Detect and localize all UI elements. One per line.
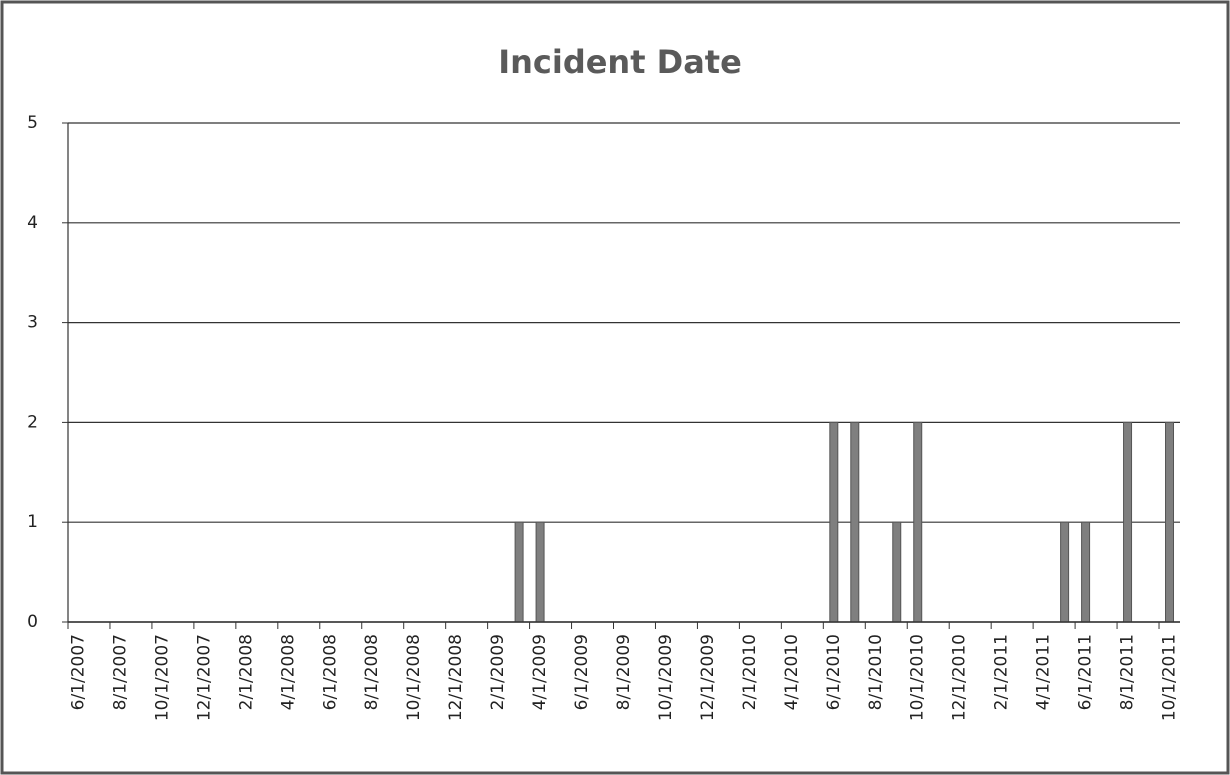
x-tick-label: 12/1/2008 xyxy=(446,634,466,721)
x-tick-label: 6/1/2009 xyxy=(572,634,592,710)
x-tick-label: 4/1/2008 xyxy=(278,634,298,710)
y-tick-label: 5 xyxy=(27,113,38,133)
x-tick-label: 4/1/2011 xyxy=(1034,634,1054,710)
x-tick-label: 6/1/2008 xyxy=(320,634,340,710)
x-tick-label: 4/1/2009 xyxy=(530,634,550,710)
x-tick-label: 8/1/2011 xyxy=(1118,634,1138,710)
x-tick-label: 12/1/2007 xyxy=(194,634,214,721)
bar xyxy=(829,421,839,623)
y-tick-label: 1 xyxy=(27,512,38,532)
x-tick-label: 2/1/2010 xyxy=(740,634,760,710)
bar xyxy=(514,521,524,623)
x-tick-label: 10/1/2007 xyxy=(152,634,172,721)
x-tick-label: 6/1/2010 xyxy=(824,634,844,710)
chart-title: Incident Date xyxy=(498,43,742,81)
y-tick-label: 4 xyxy=(27,213,38,233)
y-tick-label: 3 xyxy=(27,313,38,333)
x-tick-label: 8/1/2009 xyxy=(614,634,634,710)
x-tick-label: 4/1/2010 xyxy=(782,634,802,710)
bar xyxy=(535,521,545,623)
x-tick-label: 8/1/2007 xyxy=(110,634,130,710)
x-tick-label: 6/1/2007 xyxy=(68,634,88,710)
bar xyxy=(892,521,902,623)
bar xyxy=(1081,521,1091,623)
x-tick-label: 12/1/2009 xyxy=(698,634,718,721)
x-tick-label: 10/1/2010 xyxy=(908,634,928,721)
bar xyxy=(1123,421,1133,623)
x-tick-label: 10/1/2009 xyxy=(656,634,676,721)
x-tick-label: 10/1/2008 xyxy=(404,634,424,721)
x-tick-label: 6/1/2011 xyxy=(1076,634,1096,710)
x-tick-label: 8/1/2008 xyxy=(362,634,382,710)
x-tick-label: 2/1/2008 xyxy=(236,634,256,710)
bar xyxy=(913,421,923,623)
bar xyxy=(850,421,860,623)
bar xyxy=(1060,521,1070,623)
x-tick-label: 10/1/2011 xyxy=(1160,634,1180,721)
y-tick-label: 2 xyxy=(27,412,38,432)
y-tick-label: 0 xyxy=(27,612,38,632)
x-tick-label: 2/1/2009 xyxy=(488,634,508,710)
x-tick-label: 8/1/2010 xyxy=(866,634,886,710)
bar xyxy=(1165,421,1175,623)
x-tick-label: 12/1/2010 xyxy=(950,634,970,721)
x-tick-label: 2/1/2011 xyxy=(992,634,1012,710)
